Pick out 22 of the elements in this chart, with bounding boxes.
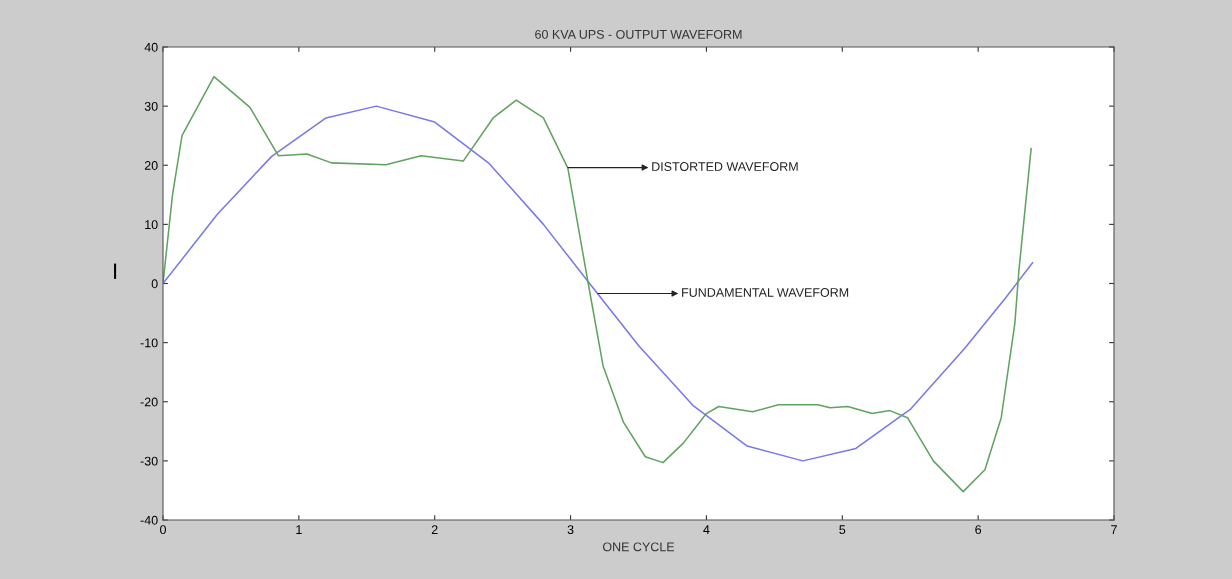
x-tick-label: 3 [567,525,574,535]
y-tick-label: 20 [144,161,158,170]
x-tick-label: 5 [839,525,846,535]
x-tick-label: 2 [431,525,438,534]
chart-title: 60 KVA UPS - OUTPUT WAVEFORM [535,29,742,39]
y-tick-label: 10 [145,220,158,230]
x-axis-title: ONE CYCLE [602,542,675,552]
y-tick-label: -30 [140,456,158,466]
x-tick-label: 7 [1111,525,1117,534]
y-tick-label: 40 [144,42,158,52]
y-tick-label: 30 [144,101,158,111]
y-tick-label: 0 [151,279,158,289]
x-tick-label: 0 [160,525,166,535]
annotation: FUNDAMENTAL WAVEFORM [682,288,849,297]
y-tick-label: -20 [140,397,158,407]
x-tick-label: 4 [703,525,710,534]
y-axis-title: I [114,263,117,279]
y-tick-label: -40 [140,515,158,525]
x-tick-label: 1 [296,525,302,534]
y-tick-label: -10 [140,338,158,348]
x-tick-label: 6 [975,525,982,535]
annotation: DISTORTED WAVEFORM [652,162,798,171]
